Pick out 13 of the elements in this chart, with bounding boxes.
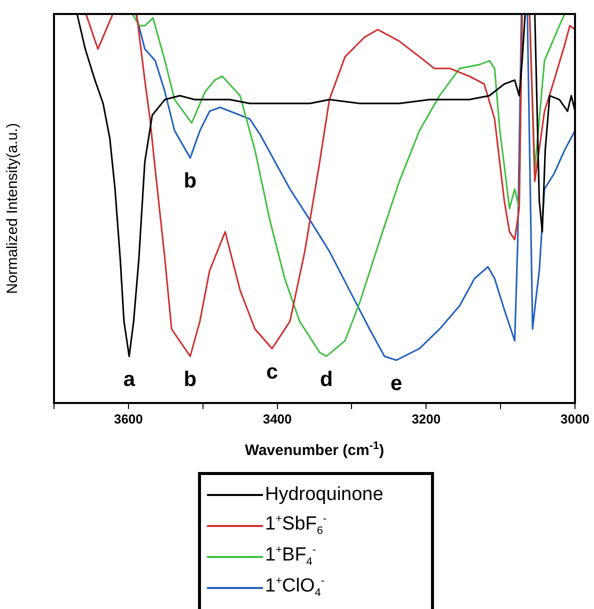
- annotation: a: [123, 368, 136, 392]
- x-axis-title: Wavenumber (cm$^{-1}$): [244, 440, 386, 459]
- x-tick-label: 3200: [412, 411, 441, 426]
- legend-label: Hydroquinone: [265, 484, 384, 506]
- y-axis-title: Normalized Intensity(a.u.): [4, 123, 22, 294]
- x-tick-label: 3400: [262, 411, 292, 426]
- annotation: b: [184, 368, 197, 392]
- annotation: e: [390, 372, 402, 396]
- annotation: c: [266, 360, 278, 384]
- annotation: d: [320, 368, 333, 392]
- annotation: b: [184, 170, 197, 193]
- x-tick-label: 3000: [560, 411, 590, 426]
- x-tick-label: 3600: [114, 411, 143, 426]
